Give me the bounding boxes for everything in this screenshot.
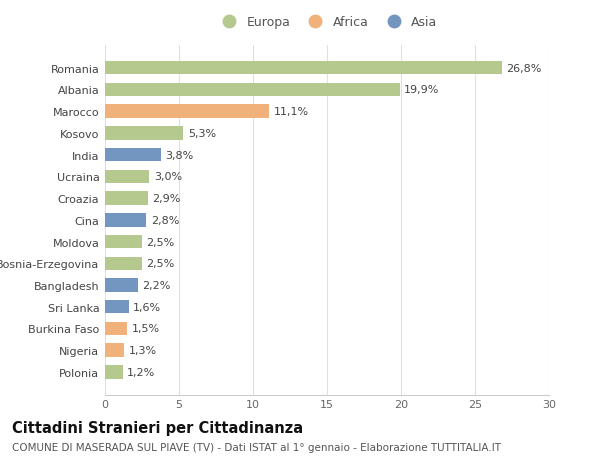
- Bar: [105, 279, 137, 292]
- Bar: [105, 235, 142, 249]
- Text: 11,1%: 11,1%: [274, 107, 309, 117]
- Text: 26,8%: 26,8%: [506, 63, 541, 73]
- Text: 1,2%: 1,2%: [127, 367, 155, 377]
- Legend: Europa, Africa, Asia: Europa, Africa, Asia: [213, 12, 441, 33]
- Bar: [105, 322, 127, 336]
- Text: 19,9%: 19,9%: [404, 85, 439, 95]
- Text: 2,8%: 2,8%: [151, 215, 179, 225]
- Text: Cittadini Stranieri per Cittadinanza: Cittadini Stranieri per Cittadinanza: [12, 420, 303, 435]
- Text: 2,5%: 2,5%: [146, 259, 175, 269]
- Text: 1,3%: 1,3%: [128, 346, 157, 355]
- Bar: [105, 84, 400, 97]
- Bar: [105, 127, 184, 140]
- Text: 3,0%: 3,0%: [154, 172, 182, 182]
- Text: COMUNE DI MASERADA SUL PIAVE (TV) - Dati ISTAT al 1° gennaio - Elaborazione TUTT: COMUNE DI MASERADA SUL PIAVE (TV) - Dati…: [12, 442, 501, 452]
- Text: 2,5%: 2,5%: [146, 237, 175, 247]
- Text: 2,9%: 2,9%: [152, 194, 181, 204]
- Bar: [105, 365, 123, 379]
- Bar: [105, 170, 149, 184]
- Bar: [105, 344, 124, 357]
- Bar: [105, 192, 148, 205]
- Text: 3,8%: 3,8%: [166, 150, 194, 160]
- Bar: [105, 257, 142, 270]
- Text: 5,3%: 5,3%: [188, 129, 216, 139]
- Bar: [105, 105, 269, 118]
- Bar: [105, 300, 128, 314]
- Text: 2,2%: 2,2%: [142, 280, 170, 291]
- Bar: [105, 62, 502, 75]
- Bar: [105, 149, 161, 162]
- Text: 1,6%: 1,6%: [133, 302, 161, 312]
- Bar: [105, 213, 146, 227]
- Text: 1,5%: 1,5%: [131, 324, 160, 334]
